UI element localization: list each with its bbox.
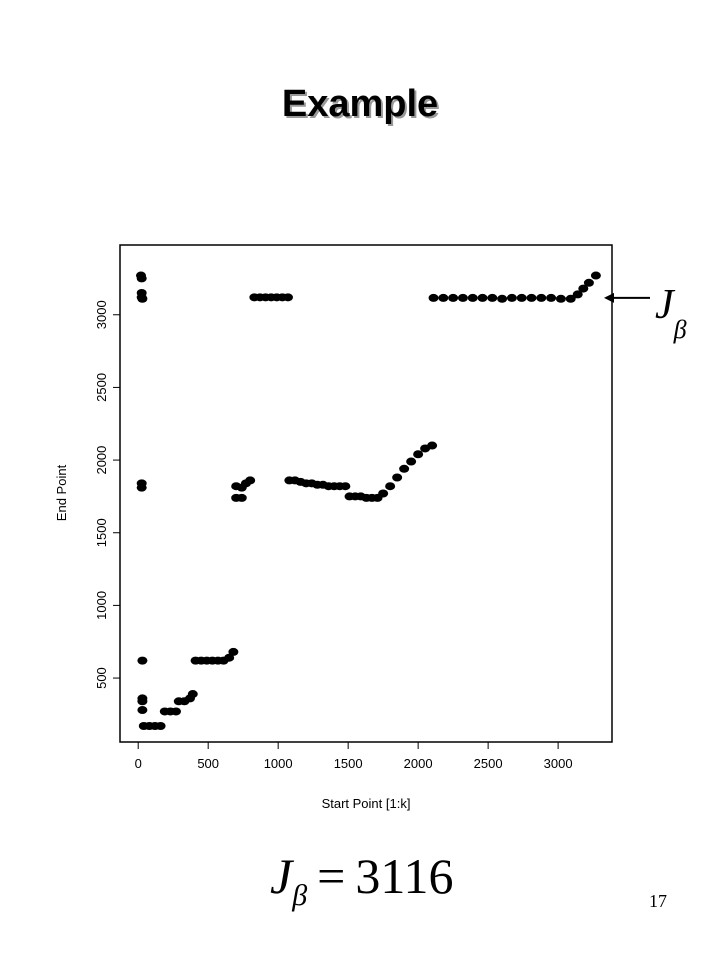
- point: [572, 290, 583, 299]
- point: [428, 293, 439, 302]
- point: [137, 706, 148, 715]
- point: [487, 293, 498, 302]
- point: [228, 647, 239, 656]
- point: [497, 294, 508, 303]
- point: [457, 293, 468, 302]
- equation-subscript: β: [291, 879, 307, 912]
- point: [236, 493, 247, 502]
- point: [137, 294, 148, 303]
- title-shadow: Example: [284, 85, 440, 127]
- point: [385, 482, 396, 491]
- point: [399, 464, 410, 473]
- point: [526, 293, 537, 302]
- point: [137, 697, 148, 706]
- x-tick-label: 2500: [474, 756, 503, 771]
- y-tick-label: 1000: [94, 591, 109, 620]
- arrow-label-subscript: β: [673, 315, 687, 344]
- y-axis-label: End Point: [54, 464, 69, 521]
- equation-symbol: J: [270, 848, 295, 904]
- point: [438, 293, 449, 302]
- point: [282, 293, 293, 302]
- point: [340, 482, 351, 491]
- point: [245, 476, 256, 485]
- y-tick-label: 1500: [94, 518, 109, 547]
- equation-value: 3116: [355, 848, 453, 904]
- point: [406, 457, 417, 466]
- point: [378, 489, 389, 498]
- point: [516, 293, 527, 302]
- point: [578, 284, 589, 293]
- point: [137, 656, 148, 665]
- point: [467, 293, 478, 302]
- point: [565, 294, 576, 303]
- point: [546, 293, 557, 302]
- point: [392, 473, 403, 482]
- point: [155, 722, 166, 731]
- point: [506, 293, 517, 302]
- y-tick-label: 2500: [94, 373, 109, 402]
- point: [187, 690, 198, 699]
- point: [136, 274, 147, 283]
- plot-frame: [119, 244, 613, 743]
- arrow-label: Jβ: [655, 282, 687, 344]
- point: [583, 278, 594, 287]
- arrow-head: [604, 292, 614, 303]
- x-axis-label: Start Point [1:k]: [322, 796, 411, 811]
- point: [536, 293, 547, 302]
- x-tick-label: 1500: [334, 756, 363, 771]
- x-tick-label: 2000: [404, 756, 433, 771]
- point: [590, 271, 601, 280]
- page-number: 17: [649, 891, 667, 911]
- point: [224, 653, 235, 662]
- x-tick-label: 0: [135, 756, 142, 771]
- point: [448, 293, 459, 302]
- title: Example: [282, 83, 438, 125]
- point: [427, 441, 438, 450]
- point: [413, 450, 424, 459]
- x-tick-label: 3000: [544, 756, 573, 771]
- equation-equals: =: [317, 848, 345, 904]
- y-tick-label: 2000: [94, 446, 109, 475]
- x-tick-label: 500: [197, 756, 219, 771]
- equation: Jβ = 3116: [270, 848, 454, 912]
- point: [555, 294, 566, 303]
- point: [477, 293, 488, 302]
- y-tick-label: 500: [94, 667, 109, 689]
- y-tick-label: 3000: [94, 300, 109, 329]
- point: [136, 483, 147, 492]
- x-tick-label: 1000: [264, 756, 293, 771]
- point: [170, 707, 181, 716]
- arrow-label-symbol: J: [655, 282, 676, 328]
